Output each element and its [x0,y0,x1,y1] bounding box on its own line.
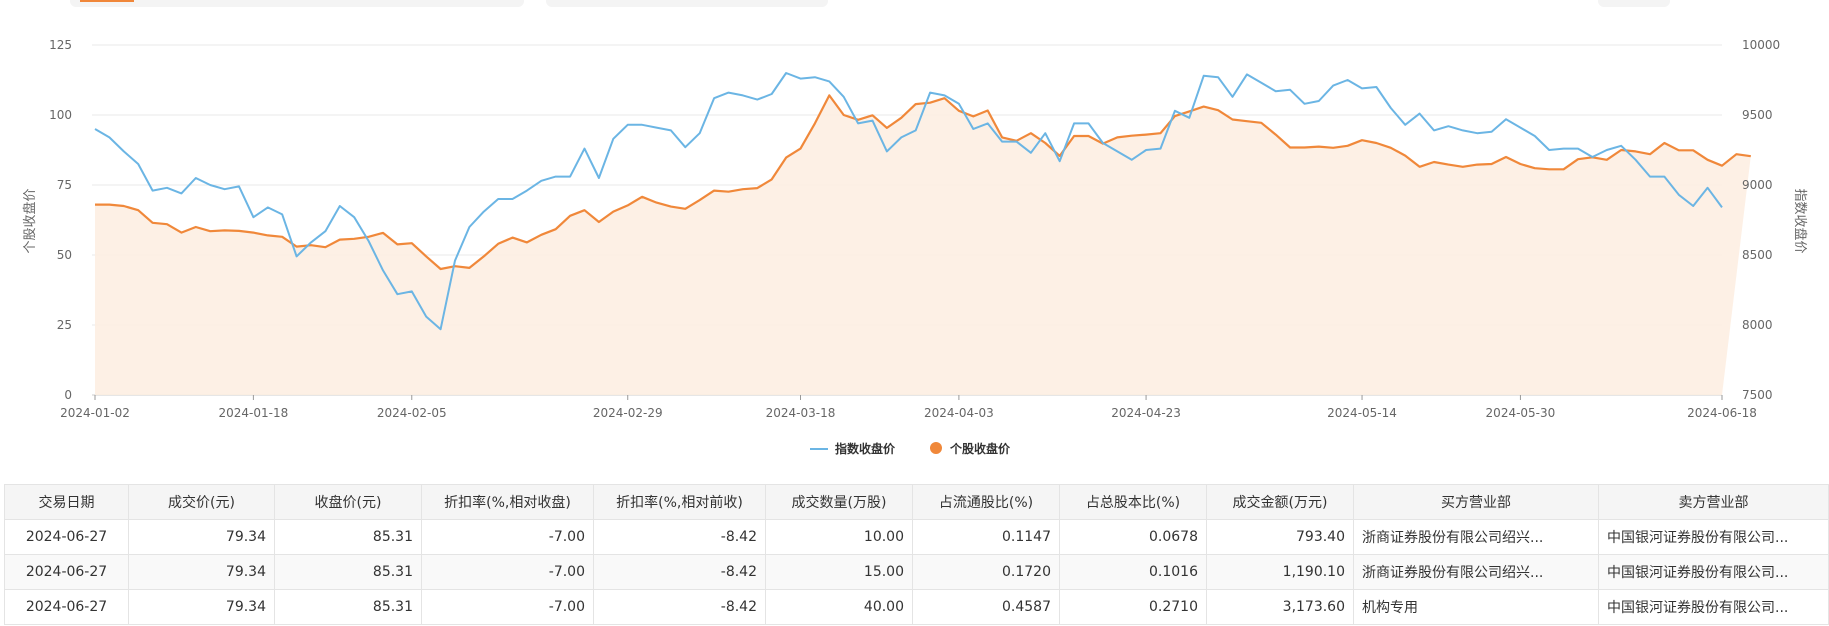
table-cell: 0.0678 [1059,519,1207,555]
table-cell: 1,190.10 [1206,554,1354,590]
table-cell: -7.00 [421,554,594,590]
column-header[interactable]: 收盘价(元) [274,484,422,520]
table-cell: 0.1720 [912,554,1060,590]
block-trade-table: 交易日期 成交价(元) 收盘价(元) 折扣率(%,相对收盘) 折扣率(%,相对前收) 成交… [4,484,1829,625]
table-cell: 3,173.60 [1206,589,1354,625]
stock-area [95,95,1751,396]
column-header[interactable]: 占总股本比(%) [1059,484,1207,520]
table-row[interactable]: 2024-06-27 79.34 85.31 -7.00 -8.42 10.00 0.114… [4,519,1829,555]
table-cell: 79.34 [128,519,275,555]
column-header[interactable]: 买方营业部 [1353,484,1599,520]
top-controls-strip [0,0,1829,12]
table-cell: 79.34 [128,589,275,625]
y-left-axis-title: 个股收盘价 [22,188,38,253]
legend[interactable]: 指数收盘价 个股收盘价 [810,441,1011,456]
table-cell: 中国银河证券股份有限公司... [1598,519,1829,555]
table-cell: -8.42 [593,589,766,625]
top-tab-1[interactable] [70,0,524,7]
table-row[interactable]: 2024-06-27 79.34 85.31 -7.00 -8.42 15.00 0.172… [4,554,1829,590]
table-cell: 中国银河证券股份有限公司... [1598,554,1829,590]
legend-item-index[interactable]: 指数收盘价 [810,441,896,456]
y-right-tick-label: 8500 [1742,248,1773,262]
legend-item-stock[interactable]: 个股收盘价 [930,441,1011,456]
y-right-tick-label: 7500 [1742,388,1773,402]
x-tick-label: 2024-03-18 [766,406,836,420]
table-cell: 中国银河证券股份有限公司... [1598,589,1829,625]
table-cell: 10.00 [765,519,913,555]
table-cell: 浙商证券股份有限公司绍兴... [1353,554,1599,590]
top-button-right[interactable] [1598,0,1670,7]
y-left-tick-label: 75 [57,178,72,192]
table-body: 2024-06-27 79.34 85.31 -7.00 -8.42 10.00 0.114… [4,519,1829,625]
stock-area-fill [95,95,1751,396]
table-cell: 2024-06-27 [4,589,129,625]
top-tab-2[interactable] [546,0,828,7]
table-cell: -8.42 [593,519,766,555]
table-cell: 机构专用 [1353,589,1599,625]
y-left-tick-label: 125 [49,38,72,52]
y-left-tick-label: 100 [49,108,72,122]
column-header[interactable]: 占流通股比(%) [912,484,1060,520]
active-tab-indicator [80,0,134,2]
table-cell: 2024-06-27 [4,554,129,590]
y-right-tick-label: 9500 [1742,108,1773,122]
table-cell: -8.42 [593,554,766,590]
table-cell: 40.00 [765,589,913,625]
dual-axis-line-chart: 0 25 50 75 100 125 7500 8000 8500 9000 9500 10000 20… [22,38,1808,456]
table-cell: 79.34 [128,554,275,590]
table-cell: 0.1016 [1059,554,1207,590]
x-tick-label: 2024-04-03 [924,406,994,420]
x-tick-label: 2024-02-05 [377,406,447,420]
x-tick-label: 2024-06-18 [1687,406,1757,420]
y-right-tick-label: 10000 [1742,38,1780,52]
column-header[interactable]: 卖方营业部 [1598,484,1829,520]
y-right-axis-title: 指数收盘价 [1792,188,1808,253]
column-header[interactable]: 交易日期 [4,484,129,520]
table-cell: -7.00 [421,519,594,555]
y-left-tick-label: 25 [57,318,72,332]
column-header[interactable]: 折扣率(%,相对收盘) [421,484,594,520]
table-cell: 0.1147 [912,519,1060,555]
table-cell: 2024-06-27 [4,519,129,555]
y-left-tick-label: 50 [57,248,72,262]
index-close-line [94,72,1723,331]
table-cell: -7.00 [421,589,594,625]
table-cell: 85.31 [274,554,422,590]
x-tick-label: 2024-01-18 [219,406,289,420]
table-cell: 85.31 [274,519,422,555]
table-row[interactable]: 2024-06-27 79.34 85.31 -7.00 -8.42 40.00 0.458… [4,589,1829,625]
table-header-row: 交易日期 成交价(元) 收盘价(元) 折扣率(%,相对收盘) 折扣率(%,相对前收) 成交… [4,484,1829,520]
legend-label-stock: 个股收盘价 [949,441,1011,456]
legend-label-index: 指数收盘价 [835,441,896,456]
x-tick-label: 2024-05-30 [1486,406,1556,420]
table-cell: 793.40 [1206,519,1354,555]
y-right-tick-label: 8000 [1742,318,1773,332]
column-header[interactable]: 折扣率(%,相对前收) [593,484,766,520]
x-tick-label: 2024-02-29 [593,406,663,420]
table-cell: 浙商证券股份有限公司绍兴... [1353,519,1599,555]
series-lines [94,72,1751,331]
axes: 0 25 50 75 100 125 7500 8000 8500 9000 9500 10000 20… [49,38,1780,420]
x-tick-label: 2024-01-02 [60,406,130,420]
table-cell: 15.00 [765,554,913,590]
column-header[interactable]: 成交金额(万元) [1206,484,1354,520]
table-cell: 0.2710 [1059,589,1207,625]
table-cell: 85.31 [274,589,422,625]
x-tick-label: 2024-04-23 [1111,406,1181,420]
x-tick-label: 2024-05-14 [1327,406,1397,420]
stock-close-line [95,94,1751,271]
legend-swatch-stock [930,442,942,454]
column-header[interactable]: 成交价(元) [128,484,275,520]
y-left-tick-label: 0 [64,388,72,402]
column-header[interactable]: 成交数量(万股) [765,484,913,520]
table-cell: 0.4587 [912,589,1060,625]
y-right-tick-label: 9000 [1742,178,1773,192]
